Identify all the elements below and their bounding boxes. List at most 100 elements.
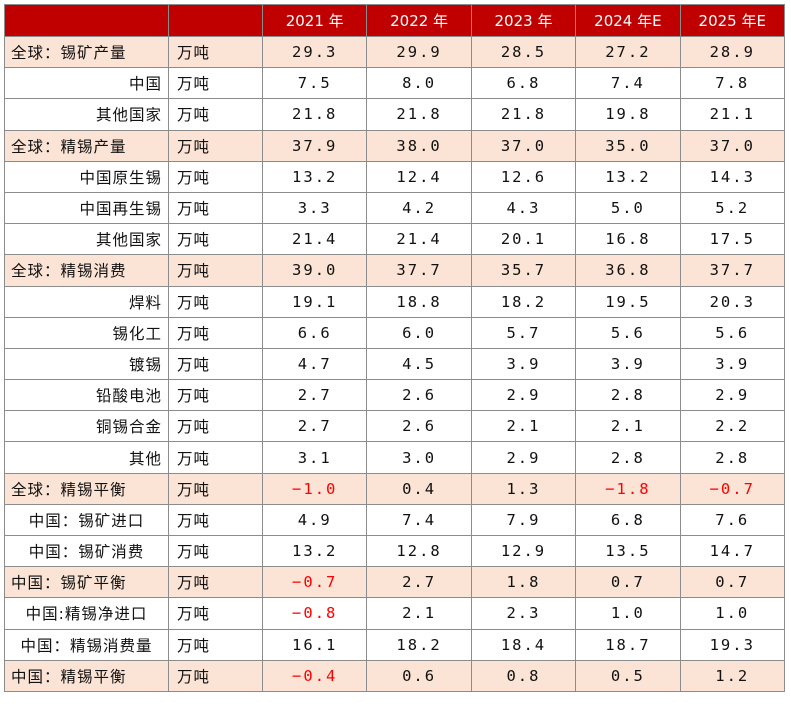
header-year-2024e: 2024 年E bbox=[575, 4, 681, 37]
row-unit: 万吨 bbox=[168, 503, 263, 537]
value-cell: 37.7 bbox=[366, 254, 472, 287]
value-cell: 14.3 bbox=[679, 160, 785, 193]
value-cell: 13.2 bbox=[261, 534, 368, 568]
value-cell: 7.5 bbox=[261, 67, 368, 100]
value-cell: 4.9 bbox=[261, 503, 368, 537]
row-label: 全球：锡矿产量 bbox=[4, 35, 169, 69]
table-body: 全球：锡矿产量 万吨 29.3 29.9 28.5 27.2 28.9 中国 万吨 7.5 8.0 6… bbox=[4, 35, 785, 692]
row-unit: 万吨 bbox=[168, 379, 263, 412]
value-cell: −1.0 bbox=[261, 472, 368, 505]
row-unit: 万吨 bbox=[168, 98, 263, 131]
row-label: 中国：锡矿进口 bbox=[4, 503, 169, 537]
table-row: 中国 万吨 7.5 8.0 6.8 7.4 7.8 bbox=[4, 67, 785, 100]
value-cell: 1.0 bbox=[575, 597, 681, 630]
value-cell: 27.2 bbox=[575, 35, 681, 69]
row-unit: 万吨 bbox=[168, 441, 263, 474]
value-cell: 5.6 bbox=[679, 316, 785, 349]
value-cell: 37.0 bbox=[679, 129, 785, 162]
value-cell: 4.5 bbox=[366, 347, 472, 381]
row-unit: 万吨 bbox=[168, 472, 263, 505]
value-cell: 21.8 bbox=[261, 98, 368, 131]
value-cell: 0.8 bbox=[470, 659, 577, 692]
value-cell: 2.3 bbox=[470, 597, 577, 630]
value-cell: 12.8 bbox=[366, 534, 472, 568]
value-cell: 21.4 bbox=[261, 223, 368, 256]
value-cell: 4.3 bbox=[470, 191, 577, 225]
row-unit: 万吨 bbox=[168, 347, 263, 381]
value-cell: 7.9 bbox=[470, 503, 577, 537]
value-cell: 20.3 bbox=[679, 285, 785, 318]
table-row: 镀锡 万吨 4.7 4.5 3.9 3.9 3.9 bbox=[4, 347, 785, 381]
value-cell: 21.8 bbox=[470, 98, 577, 131]
value-cell: 0.5 bbox=[575, 659, 681, 692]
row-label: 其他国家 bbox=[4, 223, 169, 256]
value-cell: 1.2 bbox=[679, 659, 785, 692]
table-row: 其他 万吨 3.1 3.0 2.9 2.8 2.8 bbox=[4, 441, 785, 474]
row-unit: 万吨 bbox=[168, 254, 263, 287]
value-cell: −0.7 bbox=[679, 472, 785, 505]
header-row: 2021 年 2022 年 2023 年 2024 年E 2025 年E bbox=[4, 4, 785, 37]
value-cell: 28.9 bbox=[679, 35, 785, 69]
value-cell: 35.0 bbox=[575, 129, 681, 162]
value-cell: 5.7 bbox=[470, 316, 577, 349]
row-label: 全球：精锡产量 bbox=[4, 129, 169, 162]
value-cell: 2.8 bbox=[679, 441, 785, 474]
table-row: 全球：精锡消费 万吨 39.0 37.7 35.7 36.8 37.7 bbox=[4, 254, 785, 287]
value-cell: 18.8 bbox=[366, 285, 472, 318]
value-cell: 7.6 bbox=[679, 503, 785, 537]
value-cell: 6.8 bbox=[575, 503, 681, 537]
value-cell: −0.7 bbox=[261, 566, 368, 599]
row-label: 锡化工 bbox=[4, 316, 169, 349]
row-label: 焊料 bbox=[4, 285, 169, 318]
value-cell: 2.1 bbox=[470, 410, 577, 443]
table-row: 中国再生锡 万吨 3.3 4.2 4.3 5.0 5.2 bbox=[4, 191, 785, 225]
value-cell: 2.2 bbox=[679, 410, 785, 443]
table-row: 焊料 万吨 19.1 18.8 18.2 19.5 20.3 bbox=[4, 285, 785, 318]
value-cell: −0.4 bbox=[261, 659, 368, 692]
row-unit: 万吨 bbox=[168, 410, 263, 443]
value-cell: 3.1 bbox=[261, 441, 368, 474]
value-cell: 14.7 bbox=[679, 534, 785, 568]
value-cell: 21.8 bbox=[366, 98, 472, 131]
value-cell: 6.8 bbox=[470, 67, 577, 100]
value-cell: 36.8 bbox=[575, 254, 681, 287]
value-cell: 12.4 bbox=[366, 160, 472, 193]
row-unit: 万吨 bbox=[168, 67, 263, 100]
header-year-2023: 2023 年 bbox=[470, 4, 577, 37]
table-row: 其他国家 万吨 21.8 21.8 21.8 19.8 21.1 bbox=[4, 98, 785, 131]
row-label: 铅酸电池 bbox=[4, 379, 169, 412]
row-unit: 万吨 bbox=[168, 223, 263, 256]
value-cell: 5.2 bbox=[679, 191, 785, 225]
row-unit: 万吨 bbox=[168, 191, 263, 225]
table-row: 全球：精锡产量 万吨 37.9 38.0 37.0 35.0 37.0 bbox=[4, 129, 785, 162]
tin-balance-table: 2021 年 2022 年 2023 年 2024 年E 2025 年E 全球：… bbox=[4, 4, 785, 692]
header-label-cell bbox=[4, 4, 169, 37]
row-label: 中国：锡矿平衡 bbox=[4, 566, 169, 599]
value-cell: 18.2 bbox=[366, 628, 472, 661]
value-cell: 21.1 bbox=[679, 98, 785, 131]
value-cell: 4.2 bbox=[366, 191, 472, 225]
row-label: 中国 bbox=[4, 67, 169, 100]
table-row: 中国：锡矿消费 万吨 13.2 12.8 12.9 13.5 14.7 bbox=[4, 534, 785, 568]
value-cell: 2.1 bbox=[575, 410, 681, 443]
value-cell: 37.7 bbox=[679, 254, 785, 287]
value-cell: 0.7 bbox=[679, 566, 785, 599]
row-label: 中国原生锡 bbox=[4, 160, 169, 193]
row-unit: 万吨 bbox=[168, 534, 263, 568]
row-unit: 万吨 bbox=[168, 129, 263, 162]
value-cell: 20.1 bbox=[470, 223, 577, 256]
value-cell: 13.2 bbox=[575, 160, 681, 193]
value-cell: 3.9 bbox=[679, 347, 785, 381]
row-unit: 万吨 bbox=[168, 160, 263, 193]
value-cell: 2.6 bbox=[366, 410, 472, 443]
value-cell: 3.0 bbox=[366, 441, 472, 474]
row-unit: 万吨 bbox=[168, 35, 263, 69]
table-row: 全球：锡矿产量 万吨 29.3 29.9 28.5 27.2 28.9 bbox=[4, 35, 785, 69]
row-label: 中国:精锡净进口 bbox=[4, 597, 169, 630]
value-cell: −1.8 bbox=[575, 472, 681, 505]
row-unit: 万吨 bbox=[168, 285, 263, 318]
row-label: 中国：锡矿消费 bbox=[4, 534, 169, 568]
table-row: 中国：锡矿平衡 万吨 −0.7 2.7 1.8 0.7 0.7 bbox=[4, 566, 785, 599]
value-cell: 18.7 bbox=[575, 628, 681, 661]
value-cell: 6.6 bbox=[261, 316, 368, 349]
